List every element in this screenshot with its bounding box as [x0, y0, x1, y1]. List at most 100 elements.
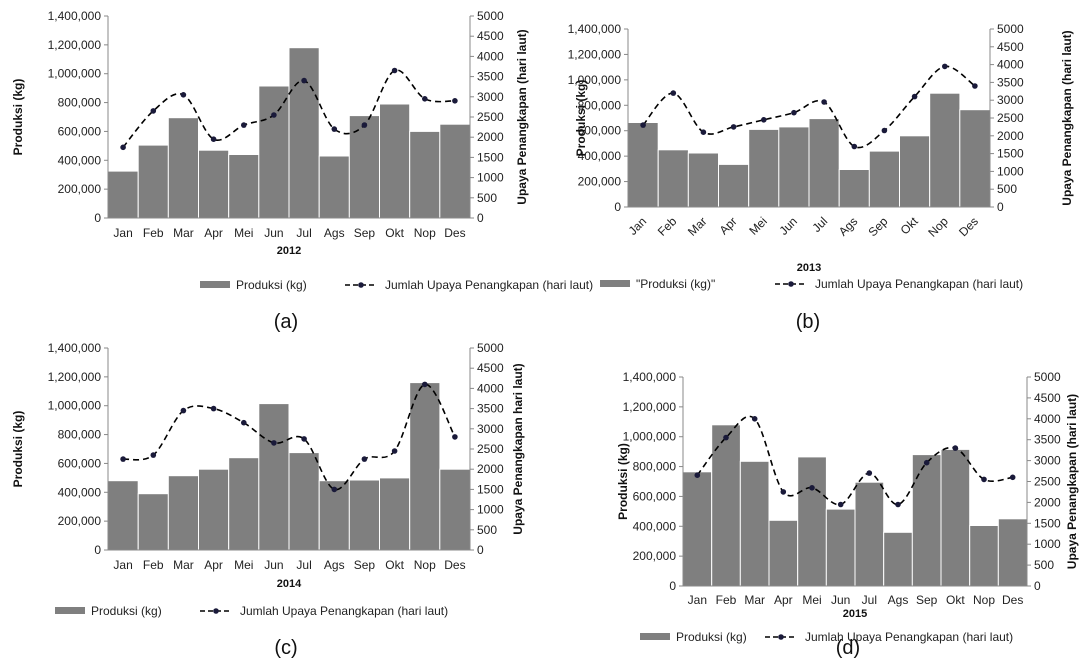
effort-line [642, 65, 976, 149]
x-tick-label: Apr [774, 593, 793, 607]
y2-tick-label: 1500 [477, 150, 504, 164]
effort-point-jul [301, 436, 307, 442]
y-tick-label: 400,000 [58, 485, 102, 499]
bar-sep [868, 150, 900, 208]
x-tick-label: Ags [324, 558, 345, 572]
y2-tick-label: 1000 [477, 171, 504, 185]
effort-point-jan [120, 144, 126, 151]
y2-tick-label: 4500 [477, 361, 504, 375]
x-tick-label: Jan [113, 226, 132, 240]
effort-point-mei [241, 122, 247, 128]
bar-mar [687, 152, 719, 208]
x-tick-label: Sep [354, 558, 376, 572]
bar-mar [167, 475, 200, 551]
x-tick-label: Des [956, 214, 981, 239]
y2-tick-label: 1500 [477, 482, 504, 496]
bar-des [997, 518, 1028, 587]
effort-point-jun [271, 112, 277, 118]
effort-point-okt [391, 67, 398, 74]
y2-tick-label: 3000 [1034, 454, 1061, 468]
y2-tick-label: 3000 [997, 93, 1024, 107]
x-tick-label: Des [1002, 593, 1023, 607]
x-tick-label: Apr [204, 558, 223, 572]
y-tick-label: 1,000,000 [568, 73, 622, 87]
x-axis-label: 2015 [843, 608, 867, 620]
y-tick-label: 1,200,000 [568, 47, 622, 61]
y-axis-label: Produksi (kg) [616, 443, 630, 520]
effort-point-apr [210, 405, 217, 412]
legend-line-label: Jumlah Upaya Penangkapan (hari laut) [815, 277, 1023, 291]
y2-tick-label: 2000 [477, 462, 504, 476]
y2-axis-label: Upaya Penangkapan hari laut) [511, 363, 525, 534]
bar-sep [911, 454, 942, 587]
effort-point-jul [866, 470, 873, 476]
effort-point-mar [700, 129, 707, 135]
y2-tick-label: 4500 [1034, 391, 1061, 405]
bar-jun [825, 508, 856, 587]
x-tick-label: Nop [925, 214, 951, 240]
effort-point-jan [120, 456, 126, 462]
x-tick-label: Nop [973, 593, 995, 607]
legend-line-label: Jumlah Upaya Penangkapan (hari laut) [805, 630, 1013, 644]
legend-bar-swatch [200, 281, 230, 288]
y2-tick-label: 4000 [997, 58, 1024, 72]
x-tick-label: Nop [414, 558, 436, 572]
bar-jul [288, 47, 320, 219]
x-tick-label: Mar [744, 593, 765, 607]
x-tick-label: Ags [888, 593, 909, 607]
bar-apr [768, 519, 799, 587]
legend-line-marker [778, 634, 784, 640]
bar-nop [409, 130, 441, 219]
y-axis-label: Produksi (kg) [574, 80, 588, 157]
bar-apr [198, 149, 230, 219]
y2-tick-label: 0 [1034, 579, 1041, 593]
effort-point-ags [895, 501, 901, 508]
bar-mei [228, 154, 260, 219]
y2-tick-label: 3000 [477, 422, 504, 436]
y-tick-label: 800,000 [58, 96, 102, 110]
bar-nop [929, 92, 961, 208]
x-tick-label: Jan [626, 214, 650, 238]
effort-point-jul [821, 99, 827, 105]
bar-okt [379, 103, 411, 219]
y2-tick-label: 5000 [477, 9, 504, 23]
y-tick-label: 0 [669, 579, 676, 593]
y-tick-label: 200,000 [58, 514, 102, 528]
y2-tick-label: 1000 [997, 164, 1024, 178]
effort-point-ags [331, 486, 338, 493]
effort-point-ags [331, 126, 338, 132]
y-tick-label: 600,000 [578, 124, 622, 138]
bar-sep [348, 479, 380, 551]
x-tick-label: Okt [946, 593, 965, 607]
y-tick-label: 400,000 [633, 519, 677, 533]
y2-axis-label: Upaya Penangkapan (hari laut) [515, 29, 529, 204]
y-tick-label: 1,400,000 [48, 341, 102, 355]
effort-point-jun [837, 501, 844, 508]
y-tick-label: 600,000 [633, 489, 677, 503]
y2-tick-label: 1000 [477, 503, 504, 517]
x-tick-label: Sep [354, 226, 376, 240]
y2-tick-label: 4000 [1034, 412, 1061, 426]
panel-caption: (d) [836, 637, 860, 659]
effort-point-mei [241, 419, 247, 426]
y-tick-label: 800,000 [633, 460, 677, 474]
y2-tick-label: 500 [1034, 558, 1054, 572]
bar-jan [107, 480, 139, 551]
x-tick-label: Apr [204, 226, 223, 240]
y-tick-label: 1,400,000 [48, 9, 102, 23]
bar-mar [739, 460, 770, 587]
bar-mei [748, 128, 780, 208]
effort-point-feb [723, 434, 729, 441]
bar-jun [258, 403, 290, 551]
bar-mar [167, 117, 200, 219]
bar-jan [107, 170, 139, 219]
x-tick-label: Mei [234, 558, 253, 572]
x-tick-label: Mar [173, 226, 194, 240]
effort-point-mar [180, 92, 187, 98]
y2-tick-label: 5000 [997, 22, 1024, 36]
bar-des [439, 123, 471, 219]
x-tick-label: Jan [113, 558, 132, 572]
effort-point-nop [981, 476, 987, 483]
bar-okt [379, 477, 411, 551]
bar-jul [808, 118, 840, 208]
